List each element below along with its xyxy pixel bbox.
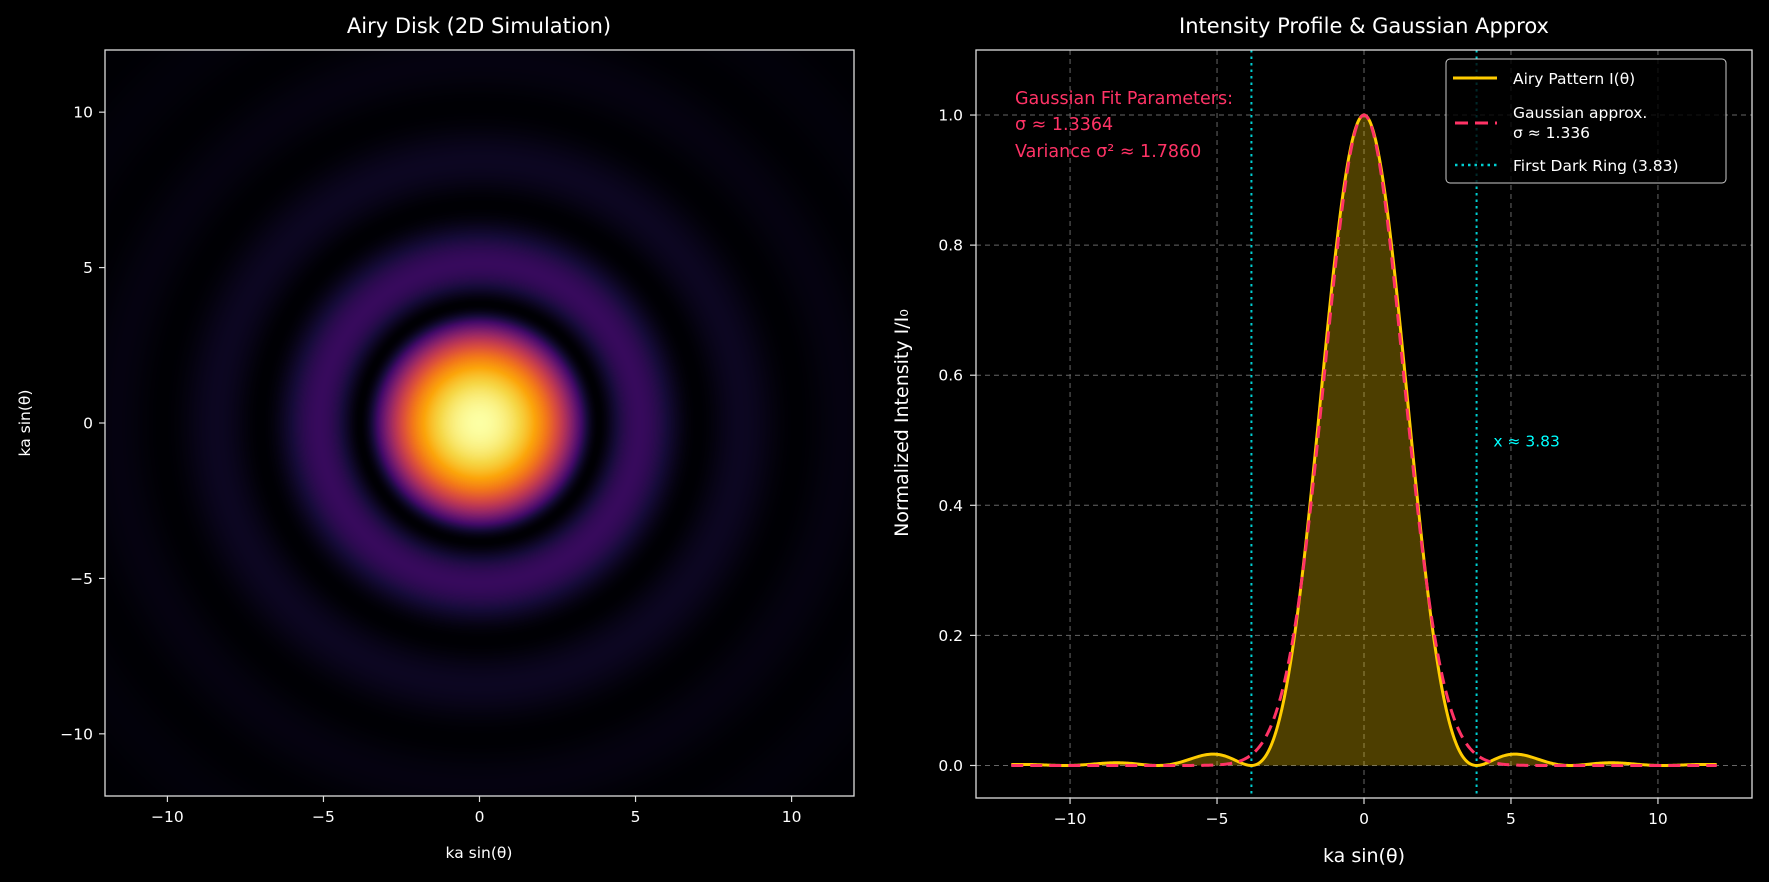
right-xtick-label: 0 — [1359, 810, 1369, 828]
right-xtick-label: 10 — [1648, 810, 1668, 828]
right-ytick-label: 0.0 — [938, 757, 963, 775]
left-ylabel: ka sin(θ) — [16, 390, 34, 457]
airy-fill-area — [1011, 115, 1717, 766]
legend-box — [1445, 58, 1727, 184]
right-xtick-label: 5 — [1506, 810, 1516, 828]
left-xtick-label: −5 — [312, 808, 335, 826]
left-ytick-label: −5 — [70, 570, 93, 588]
left-title: Airy Disk (2D Simulation) — [347, 14, 611, 38]
right-ytick-label: 0.4 — [938, 497, 963, 515]
ring-label: x ≈ 3.83 — [1493, 432, 1560, 450]
legend-gaussian-label-1: Gaussian approx. — [1513, 104, 1647, 122]
legend-ring-label: First Dark Ring (3.83) — [1513, 157, 1679, 175]
legend-airy-label: Airy Pattern I(θ) — [1513, 70, 1635, 88]
right-xlabel: ka sin(θ) — [1323, 845, 1405, 867]
fit-annotation-line-2: σ ≈ 1.3364 — [1015, 115, 1113, 135]
fit-annotation-line-1: Gaussian Fit Parameters: — [1015, 89, 1233, 109]
fit-annotation-line-3: Variance σ² ≈ 1.7860 — [1015, 142, 1201, 162]
left-ytick-label: 5 — [83, 259, 93, 277]
right-xtick-label: −10 — [1054, 810, 1087, 828]
left-ytick-label: −10 — [60, 725, 93, 743]
left-axes: Airy Disk (2D Simulation) −10 −5 0 5 10 −10 −5… — [16, 14, 855, 862]
right-ytick-label: 0.8 — [938, 237, 963, 255]
left-xtick-label: 5 — [631, 808, 641, 826]
right-axes: Intensity Profile & Gaussian Approx −10−… — [891, 14, 1753, 867]
left-ytick-label: 10 — [73, 104, 93, 122]
right-frame — [975, 49, 1753, 799]
left-xlabel: ka sin(θ) — [446, 844, 513, 862]
left-ytick-label: 0 — [83, 415, 93, 433]
right-ylabel: Normalized Intensity I/I₀ — [891, 309, 913, 537]
fit-annotation: Gaussian Fit Parameters: σ ≈ 1.3364 Vari… — [1015, 89, 1233, 162]
right-title: Intensity Profile & Gaussian Approx — [1179, 14, 1549, 38]
legend-gaussian-label-2: σ ≈ 1.336 — [1513, 124, 1590, 142]
left-ticks: −10 −5 0 5 10 −10 −5 0 5 10 — [60, 104, 801, 826]
left-xtick-label: 10 — [782, 808, 802, 826]
left-xtick-label: −10 — [151, 808, 184, 826]
left-xtick-label: 0 — [475, 808, 485, 826]
right-ytick-label: 0.6 — [938, 367, 963, 385]
right-ytick-label: 1.0 — [938, 107, 963, 125]
airy-disk-heatmap — [105, 50, 854, 796]
legend: Airy Pattern I(θ) Gaussian approx. σ ≈ 1… — [1445, 58, 1727, 184]
right-ytick-label: 0.2 — [938, 627, 963, 645]
right-ticks: −10 −5 0 5 10 0.0 0.2 0.4 0.6 0.8 1.0 — [938, 107, 1667, 828]
gaussian-approx-line — [1011, 113, 1717, 767]
left-frame — [104, 49, 855, 797]
right-xtick-label: −5 — [1206, 810, 1229, 828]
